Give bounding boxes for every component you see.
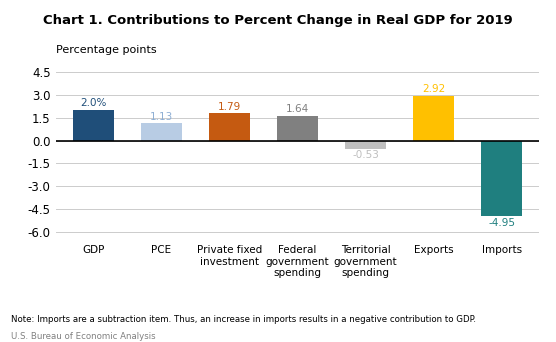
Bar [345,141,386,149]
Text: Percentage points: Percentage points [56,45,156,55]
Text: Chart 1. Contributions to Percent Change in Real GDP for 2019: Chart 1. Contributions to Percent Change… [43,14,513,27]
Text: 2.0%: 2.0% [80,98,106,108]
Text: 1.79: 1.79 [218,102,241,111]
Text: 1.64: 1.64 [286,104,309,114]
Bar [277,116,318,141]
Text: -4.95: -4.95 [488,218,515,228]
Text: 2.92: 2.92 [422,84,445,94]
Text: -0.53: -0.53 [352,150,379,160]
Bar [481,141,522,216]
Bar [413,96,454,141]
Bar [73,110,113,141]
Bar [209,114,250,141]
Text: U.S. Bureau of Economic Analysis: U.S. Bureau of Economic Analysis [11,332,156,341]
Text: Note: Imports are a subtraction item. Thus, an increase in imports results in a : Note: Imports are a subtraction item. Th… [11,315,476,324]
Bar [141,123,182,141]
Text: 1.13: 1.13 [150,111,173,122]
